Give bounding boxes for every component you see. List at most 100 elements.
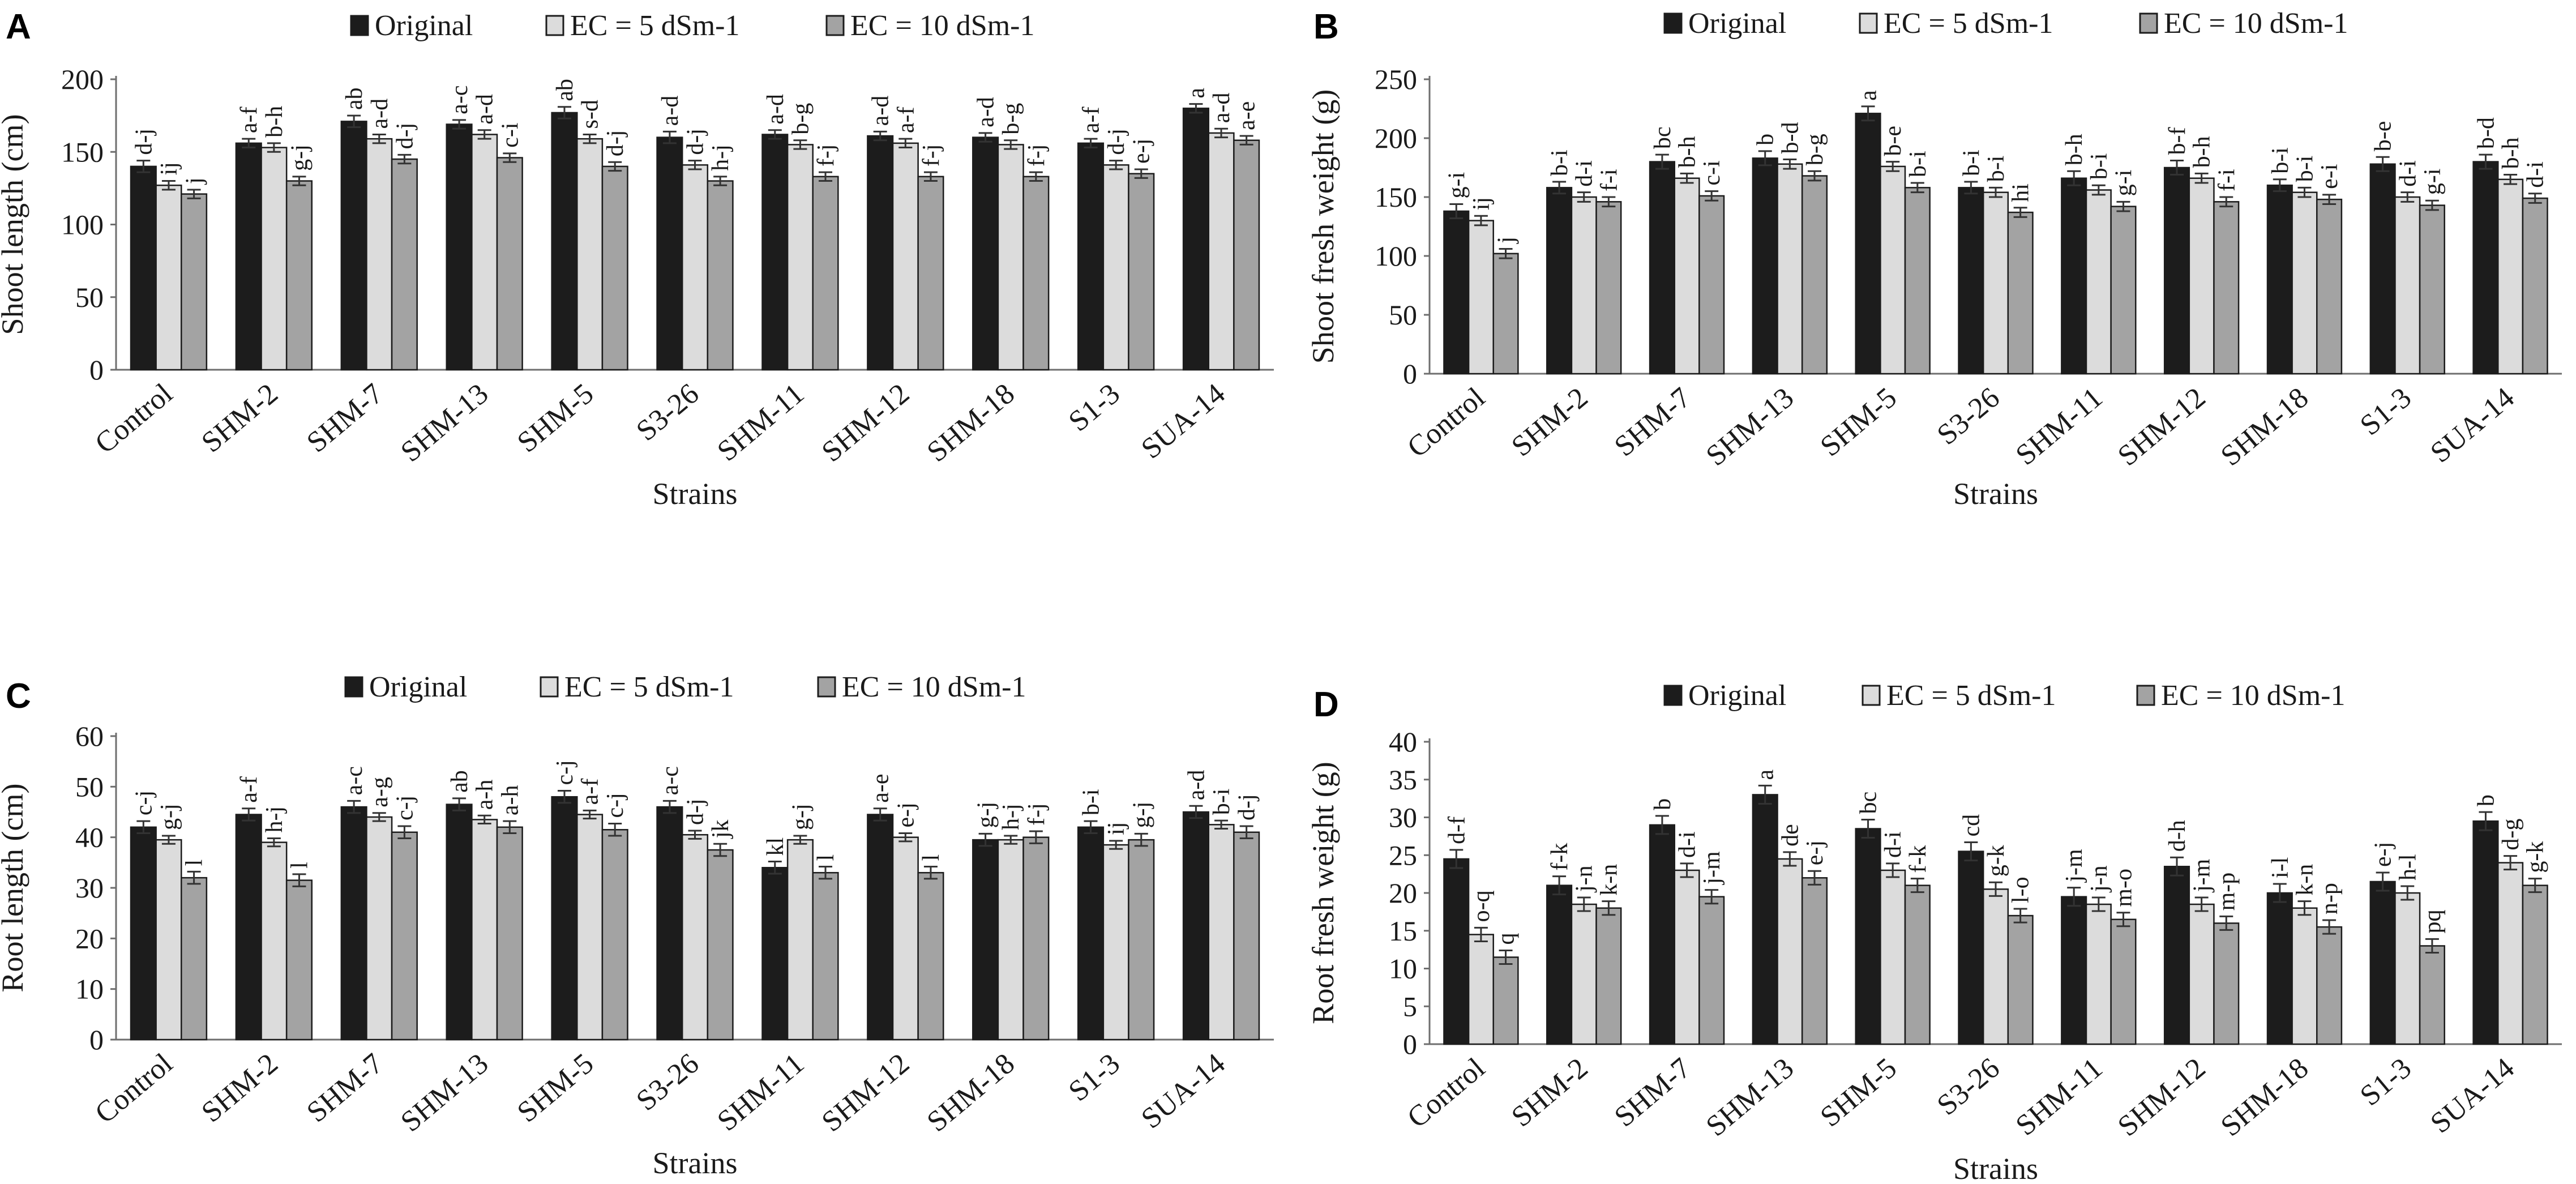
- significance-label: d-i: [1880, 831, 1906, 858]
- significance-label: f-j: [1024, 144, 1050, 167]
- bar: [2007, 914, 2034, 1045]
- significance-label: c-j: [131, 790, 157, 815]
- chart-panel-a: A Original EC = 5 dSm-1 EC = 10 dSm-1 0 50 100…: [0, 7, 1274, 511]
- y-tick-label: 35: [1389, 764, 1417, 796]
- bar: [366, 138, 393, 371]
- panel-letter: C: [6, 677, 31, 716]
- significance-label: j-n: [1572, 865, 1598, 893]
- x-category-label: SHM-18: [921, 378, 1021, 469]
- significance-label: b-i: [1983, 156, 2009, 182]
- significance-label: i-l: [2267, 857, 2293, 878]
- bar: [2316, 198, 2343, 375]
- bar: [1777, 163, 1803, 375]
- x-category-label: SHM-5: [1815, 1052, 1903, 1134]
- significance-label: b-h: [2498, 137, 2524, 169]
- x-category-label: SHM-12: [2112, 1052, 2211, 1143]
- bar: [1467, 220, 1494, 375]
- legend-label-3: EC = 10 dSm-1: [2161, 679, 2345, 712]
- y-axis-title: Root length (cm): [0, 784, 29, 993]
- bar: [1443, 858, 1470, 1045]
- bar: [471, 819, 498, 1041]
- significance-label: ij: [156, 162, 182, 175]
- chart-panel-c: C Original EC = 5 dSm-1 EC = 10 dSm-1 0 10 20 3…: [0, 671, 1274, 1180]
- significance-label: b-i: [1547, 149, 1573, 176]
- bar: [181, 877, 208, 1041]
- significance-label: a-d: [763, 94, 789, 125]
- bar: [2522, 884, 2548, 1045]
- bar: [1546, 884, 1573, 1045]
- x-axis-title: Strains: [1953, 477, 2038, 511]
- significance-label: hi: [2008, 183, 2034, 202]
- significance-label: b-g: [998, 103, 1024, 135]
- bar: [260, 841, 288, 1041]
- significance-label: a-f: [236, 776, 262, 803]
- bar: [1492, 956, 1519, 1045]
- bar: [707, 849, 734, 1041]
- y-tick-label: 40: [1389, 726, 1417, 758]
- bar: [1698, 896, 1725, 1045]
- bar: [181, 193, 208, 371]
- bar: [285, 180, 313, 371]
- significance-label: j: [1494, 237, 1520, 245]
- significance-label: a-d: [973, 97, 999, 127]
- bar: [1904, 884, 1931, 1045]
- x-category-label: SHM-11: [2010, 382, 2109, 472]
- bar: [471, 134, 498, 371]
- x-category-label: SHM-13: [395, 1048, 494, 1139]
- x-axis-title: Strains: [652, 1146, 737, 1180]
- bar: [2419, 204, 2445, 375]
- legend-label-2: EC = 5 dSm-1: [564, 671, 734, 703]
- y-tick-label: 0: [89, 1024, 104, 1055]
- x-category-label: SUA-14: [2424, 382, 2520, 469]
- significance-label: b-i: [1209, 789, 1235, 815]
- significance-label: b-e: [2370, 121, 2397, 152]
- significance-label: j: [182, 177, 208, 185]
- legend-label-2: EC = 5 dSm-1: [570, 10, 739, 42]
- significance-label: m-o: [2111, 869, 2137, 907]
- significance-label: jk: [708, 820, 734, 840]
- bar: [786, 839, 814, 1041]
- x-category-label: SHM-13: [1700, 1052, 1800, 1143]
- bar: [1492, 253, 1519, 375]
- bar: [2266, 892, 2293, 1045]
- y-tick-label: 5: [1403, 990, 1417, 1022]
- significance-label: b-f: [2164, 127, 2190, 155]
- y-axis-title: Shoot fresh weight (g): [1306, 89, 1340, 364]
- bar: [761, 134, 789, 371]
- bar: [656, 136, 683, 371]
- significance-label: d-j: [131, 129, 157, 155]
- bar: [1855, 828, 1881, 1045]
- bar: [446, 803, 473, 1041]
- bar: [1208, 132, 1235, 371]
- significance-label: c-j: [392, 796, 418, 820]
- significance-label: d-j: [683, 798, 709, 825]
- y-tick-label: 10: [1389, 953, 1417, 985]
- legend-label-2: EC = 5 dSm-1: [1886, 679, 2056, 712]
- significance-label: j-m: [1699, 851, 1725, 886]
- significance-label: k-n: [1596, 864, 1622, 896]
- y-tick-label: 150: [1375, 181, 1417, 213]
- significance-label: ij: [1469, 197, 1495, 210]
- bar: [2110, 918, 2137, 1045]
- significance-label: c-i: [1699, 160, 1725, 185]
- bar: [761, 867, 789, 1041]
- panel-letter: B: [1313, 7, 1339, 46]
- significance-label: j-m: [2061, 849, 2087, 883]
- significance-label: a-d: [657, 96, 683, 126]
- significance-label: e-i: [2317, 164, 2343, 189]
- bar: [1077, 142, 1105, 371]
- significance-label: d-i: [1572, 160, 1598, 187]
- significance-label: d-j: [1103, 129, 1129, 155]
- x-category-label: SHM-7: [1608, 382, 1697, 463]
- bar: [2085, 189, 2112, 375]
- x-category-label: S3-26: [630, 378, 705, 448]
- bar: [1674, 177, 1700, 375]
- bar: [155, 184, 182, 371]
- significance-label: f-k: [1905, 845, 1931, 873]
- bar: [1958, 187, 1984, 375]
- bar: [2394, 892, 2421, 1045]
- x-category-label: SHM-2: [1505, 382, 1594, 463]
- significance-label: a-d: [472, 94, 498, 125]
- bar: [235, 814, 262, 1041]
- y-tick-label: 10: [75, 973, 104, 1005]
